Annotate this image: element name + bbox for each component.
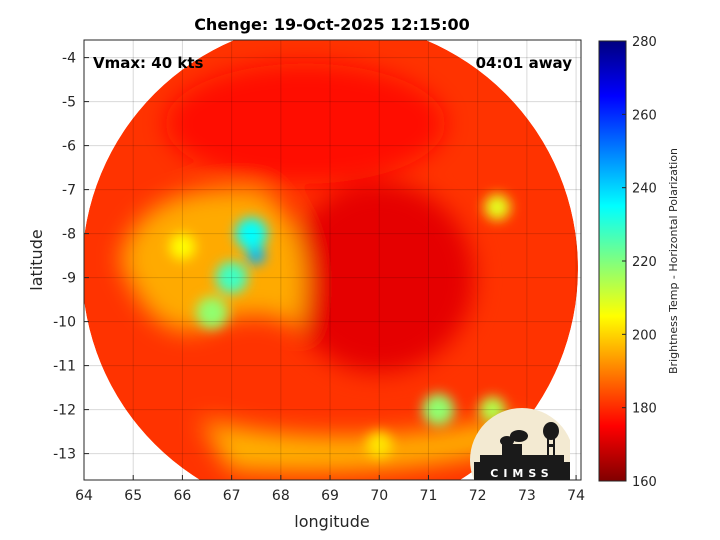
x-tick-label: 65 — [124, 488, 142, 504]
colorbar-tick-label: 180 — [632, 402, 657, 417]
heatmap-feature-2 — [235, 217, 268, 250]
x-axis-label: longitude — [294, 512, 369, 531]
heatmap-swath — [84, 40, 581, 480]
y-tick-label: -8 — [62, 227, 76, 243]
colorbar-tick-label: 220 — [632, 255, 657, 270]
axes-box — [83, 39, 582, 481]
y-tick-label: -7 — [62, 183, 76, 199]
heatmap-feature-8 — [484, 194, 511, 221]
colorbar-tick-label: 160 — [632, 475, 657, 490]
x-tick-label: 68 — [272, 488, 290, 504]
y-tick-label: -12 — [53, 403, 76, 419]
colorbar-ticks: 160 180 200 220 240 260 280 — [622, 35, 657, 490]
y-tick-label: -13 — [53, 447, 76, 463]
svg-text:CIMSS: CIMSS — [490, 467, 553, 480]
vmax-annotation: Vmax: 40 kts — [93, 54, 203, 72]
y-tick-label: -4 — [62, 51, 76, 67]
chart-title: Chenge: 19-Oct-2025 12:15:00 — [194, 15, 470, 34]
x-tick-label: 73 — [518, 488, 536, 504]
x-tick-label: 67 — [223, 488, 241, 504]
heatmap-feature-0 — [215, 261, 248, 294]
colorbar-label: Brightness Temp - Horizontal Polarizatio… — [667, 148, 680, 374]
heatmap-feature-4 — [169, 233, 196, 260]
x-tick-label: 66 — [174, 488, 192, 504]
x-tick-label: 74 — [567, 488, 585, 504]
y-tick-label: -10 — [53, 315, 76, 331]
away-annotation: 04:01 away — [476, 54, 573, 72]
y-axis-label: latitude — [27, 229, 46, 290]
x-tick-label: 64 — [75, 488, 93, 504]
y-tick-labels: -4 -5 -6 -7 -8 -9 -10 -11 -12 -13 — [53, 51, 89, 463]
x-tick-label: 69 — [321, 488, 339, 504]
y-tick-label: -5 — [62, 95, 76, 111]
colorbar-gradient — [598, 40, 627, 482]
colorbar: 160 180 200 220 240 260 280 Brightness Temp - … — [598, 35, 680, 490]
y-tick-label: -6 — [62, 139, 76, 155]
heatmap-feature-1 — [247, 246, 266, 265]
grid-lines — [83, 40, 581, 480]
y-tick-label: -9 — [62, 271, 76, 287]
heatmap-feature-7 — [366, 431, 393, 458]
colorbar-tick-label: 280 — [632, 35, 657, 50]
colorbar-tick-label: 260 — [632, 108, 657, 123]
storm-core — [284, 182, 475, 373]
y-tick-label: -11 — [53, 359, 76, 375]
x-tick-label: 71 — [420, 488, 438, 504]
cimss-logo: CIMSS — [470, 408, 570, 480]
x-tick-label: 70 — [370, 488, 388, 504]
colorbar-tick-label: 240 — [632, 182, 657, 197]
heatmap-feature-3 — [195, 296, 228, 329]
heatmap-feature-5 — [422, 393, 455, 426]
swath-cold-region — [165, 63, 446, 184]
x-tick-label: 72 — [469, 488, 487, 504]
colorbar-tick-label: 200 — [632, 328, 657, 343]
